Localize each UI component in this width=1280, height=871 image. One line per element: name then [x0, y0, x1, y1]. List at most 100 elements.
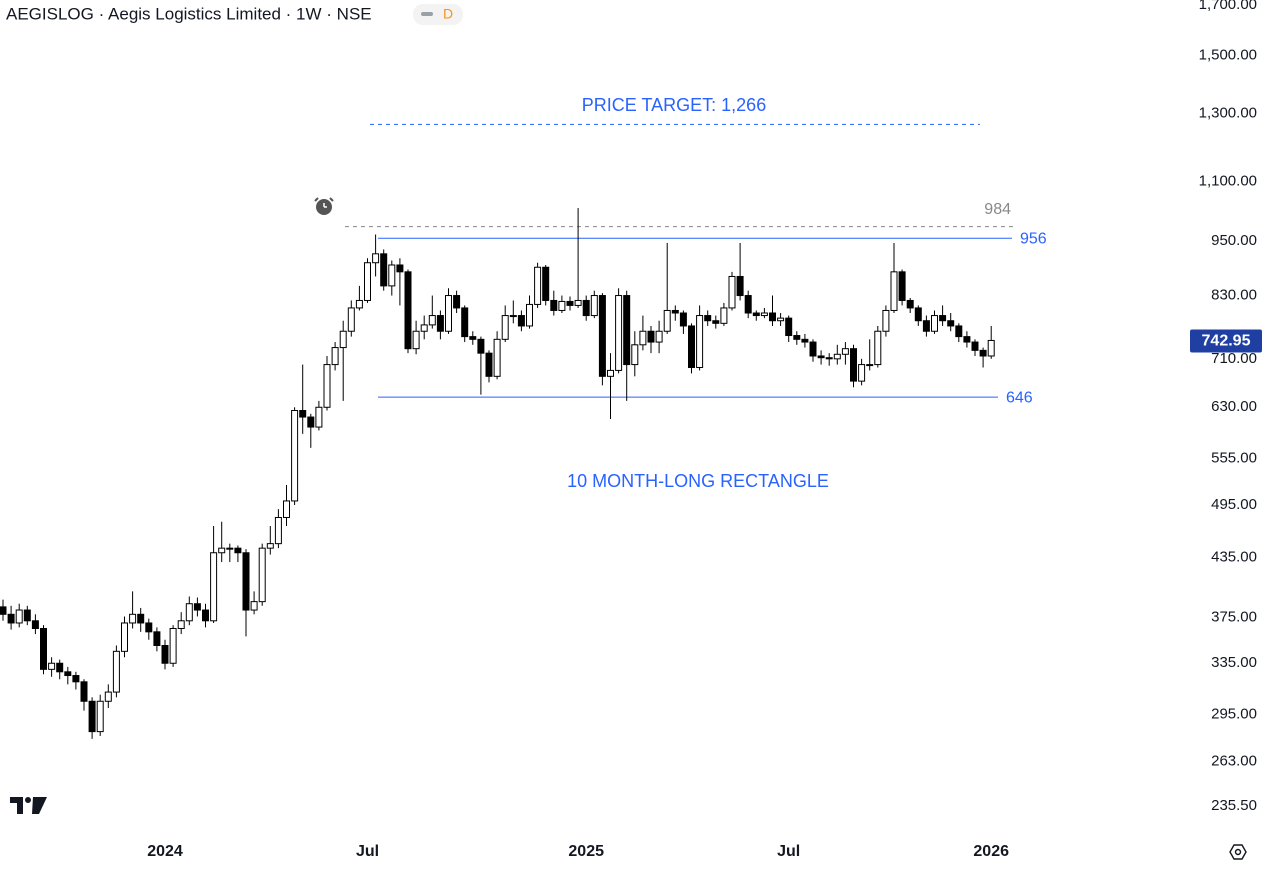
candle-body	[461, 307, 469, 338]
last-price-tag	[1190, 329, 1262, 353]
candle-body	[64, 671, 72, 677]
x-tick-label: 2025	[568, 843, 604, 860]
candle-body	[48, 662, 56, 670]
candle-body	[615, 295, 623, 371]
candle-body	[582, 299, 590, 317]
candle-body	[40, 627, 47, 670]
candle-body	[210, 552, 218, 622]
candle-body	[137, 613, 145, 624]
candle-body	[752, 312, 760, 317]
candle-body	[380, 253, 388, 287]
candle-body	[436, 315, 444, 332]
y-tick-label: 710.00	[1211, 350, 1257, 367]
candle-body	[56, 662, 64, 673]
candle-body	[420, 324, 428, 332]
y-tick-label: 235.50	[1211, 797, 1257, 814]
candle-body	[825, 357, 833, 360]
candle-body	[566, 300, 574, 306]
y-tick-label: 830.00	[1211, 287, 1257, 304]
level-value: 984	[984, 201, 1011, 218]
candle-body	[88, 700, 96, 733]
candle-body	[939, 315, 947, 322]
candle-body	[15, 609, 23, 624]
candle-body	[185, 603, 193, 622]
candle-body	[202, 609, 209, 622]
candle-body	[23, 609, 31, 622]
candle-body	[485, 352, 493, 377]
candle-body	[364, 262, 371, 301]
candle-body	[728, 275, 736, 309]
y-tick-label: 435.00	[1211, 548, 1257, 565]
candle-body	[299, 410, 307, 418]
badge-text: D	[443, 6, 453, 22]
candle-body	[963, 336, 971, 343]
candle-body	[266, 543, 274, 549]
candle-body	[226, 547, 234, 550]
level-value: 646	[1006, 389, 1033, 406]
candle-body	[323, 364, 331, 408]
candle-body	[258, 547, 266, 603]
candle-body	[161, 644, 169, 664]
candle-body	[987, 339, 995, 357]
candle-body	[72, 675, 80, 683]
candle-body	[712, 320, 720, 324]
candle-body	[955, 325, 963, 338]
candle-body	[696, 315, 704, 368]
x-tick-label: 2024	[147, 843, 183, 860]
candle-body	[177, 620, 185, 629]
candle-body	[866, 364, 874, 367]
alarm-icon[interactable]	[314, 197, 334, 215]
candle-body	[0, 606, 7, 615]
x-tick-label: Jul	[777, 843, 800, 860]
candle-body	[598, 295, 606, 377]
candle-body	[7, 613, 15, 624]
candle-body	[841, 348, 849, 355]
candle-body	[331, 347, 339, 366]
chart-title: AEGISLOG · Aegis Logistics Limited · 1W …	[6, 4, 372, 23]
y-tick-label: 1,500.00	[1199, 47, 1257, 64]
last-price-label: 742.95	[1202, 333, 1251, 350]
y-tick-label: 495.00	[1211, 496, 1257, 513]
candle-body	[979, 349, 987, 357]
candle-body	[469, 336, 477, 340]
candle-body	[193, 603, 201, 611]
candle-body	[760, 312, 768, 317]
candle-body	[339, 330, 347, 349]
settings-icon[interactable]	[1229, 844, 1247, 860]
candle-body	[679, 312, 687, 327]
candle-body	[809, 341, 817, 357]
candle-body	[785, 317, 793, 337]
pattern-annotation: 10 MONTH-LONG RECTANGLE	[567, 471, 829, 491]
candle-body	[744, 295, 752, 314]
candle-body	[801, 338, 809, 343]
y-tick-label: 1,300.00	[1199, 105, 1257, 122]
y-tick-label: 1,700.00	[1199, 0, 1257, 13]
candle-body	[250, 601, 258, 611]
x-tick-label: 2026	[973, 843, 1009, 860]
level-label: PRICE TARGET: 1,266	[582, 95, 766, 115]
candle-body	[874, 330, 882, 366]
candle-body	[534, 266, 542, 305]
candle-body	[372, 253, 380, 264]
candle-body	[647, 330, 655, 343]
candle-body	[283, 500, 290, 518]
candle-body	[526, 303, 533, 327]
y-tick-label: 375.00	[1211, 609, 1257, 626]
y-tick-label: 335.00	[1211, 654, 1257, 671]
candle-body	[704, 315, 712, 322]
candle-body	[404, 271, 412, 350]
candle-body	[971, 341, 979, 351]
candle-body	[542, 266, 550, 301]
candle-body	[153, 631, 161, 646]
candle-body	[129, 613, 137, 624]
candle-body	[453, 295, 461, 309]
candle-body	[96, 700, 104, 733]
candle-body	[931, 315, 938, 332]
tv-logo	[10, 797, 47, 814]
candle-body	[906, 299, 914, 309]
candle-body	[218, 547, 226, 554]
candle-body	[274, 516, 282, 545]
candle-body	[493, 338, 501, 377]
x-tick-label: Jul	[356, 843, 379, 860]
